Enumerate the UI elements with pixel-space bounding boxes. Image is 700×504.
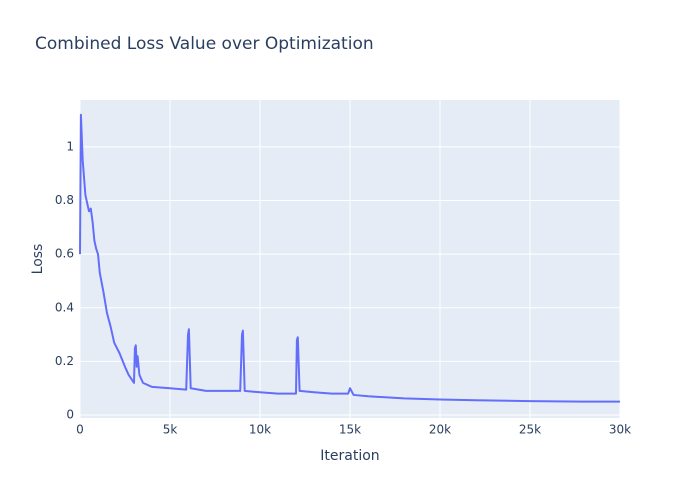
y-tick-label: 0.6 [55,247,74,261]
loss-line [79,113,620,403]
chart-title: Combined Loss Value over Optimization [35,34,374,54]
y-tick-label: 0.4 [55,300,74,314]
x-tick-label: 5k [163,423,178,437]
x-tick-label: 25k [519,423,541,437]
x-axis-title: Iteration [320,448,379,464]
x-tick-label: 10k [249,423,271,437]
y-tick-label: 0.2 [55,354,74,368]
y-tick-label: 1 [66,139,74,153]
x-tick-label: 20k [429,423,451,437]
y-tick-label: 0 [66,408,74,422]
y-tick-label: 0.8 [55,193,74,207]
y-axis-title: Loss [30,244,46,275]
x-tick-label: 0 [76,423,84,437]
x-tick-label: 30k [609,423,631,437]
x-tick-label: 15k [339,423,361,437]
